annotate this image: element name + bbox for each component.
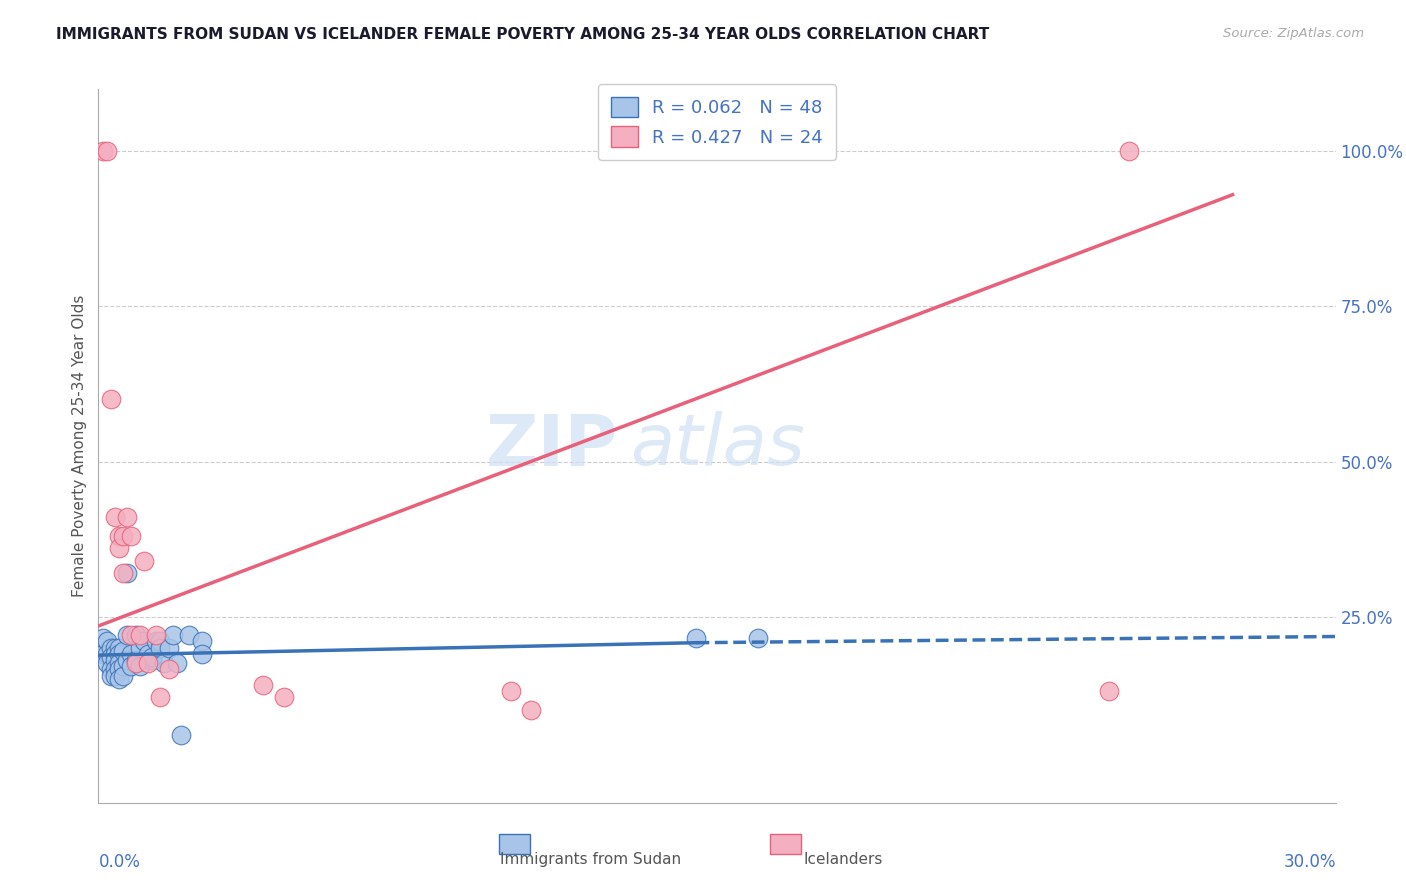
- Point: [145, 628, 167, 642]
- Point: [128, 640, 150, 655]
- Point: [100, 392, 122, 407]
- Point: [499, 684, 522, 698]
- Point: [100, 640, 122, 655]
- Point: [149, 690, 172, 705]
- Point: [685, 632, 707, 646]
- Point: [141, 653, 163, 667]
- Point: [179, 628, 201, 642]
- Point: [104, 668, 127, 682]
- Point: [100, 662, 122, 676]
- Point: [132, 634, 155, 648]
- Point: [136, 656, 159, 670]
- Point: [747, 632, 769, 646]
- Point: [120, 628, 142, 642]
- Point: [117, 510, 139, 524]
- Text: ZIP: ZIP: [486, 411, 619, 481]
- Text: 30.0%: 30.0%: [1284, 853, 1336, 871]
- Point: [128, 628, 150, 642]
- Point: [112, 566, 135, 581]
- Point: [108, 640, 131, 655]
- Point: [112, 529, 135, 543]
- Point: [104, 640, 127, 655]
- Point: [128, 659, 150, 673]
- Point: [1118, 145, 1140, 159]
- Point: [149, 634, 172, 648]
- Point: [120, 659, 142, 673]
- Point: [124, 628, 146, 642]
- Point: [117, 653, 139, 667]
- Point: [104, 662, 127, 676]
- Text: 0.0%: 0.0%: [98, 853, 141, 871]
- Point: [91, 145, 114, 159]
- Point: [170, 727, 193, 741]
- Text: IMMIGRANTS FROM SUDAN VS ICELANDER FEMALE POVERTY AMONG 25-34 YEAR OLDS CORRELAT: IMMIGRANTS FROM SUDAN VS ICELANDER FEMAL…: [56, 27, 990, 42]
- Point: [117, 628, 139, 642]
- Point: [124, 656, 146, 670]
- Point: [112, 659, 135, 673]
- Legend: R = 0.062   N = 48, R = 0.427   N = 24: R = 0.062 N = 48, R = 0.427 N = 24: [599, 84, 835, 160]
- Point: [91, 632, 114, 646]
- Text: Source: ZipAtlas.com: Source: ZipAtlas.com: [1223, 27, 1364, 40]
- Point: [108, 656, 131, 670]
- Point: [273, 690, 295, 705]
- Point: [104, 647, 127, 661]
- Point: [96, 634, 118, 648]
- Point: [108, 672, 131, 686]
- Point: [120, 647, 142, 661]
- Point: [157, 662, 180, 676]
- Point: [96, 145, 118, 159]
- Point: [132, 554, 155, 568]
- Point: [145, 634, 167, 648]
- Point: [520, 703, 543, 717]
- Point: [141, 650, 163, 665]
- Point: [117, 566, 139, 581]
- Point: [166, 656, 188, 670]
- Text: Icelanders: Icelanders: [804, 852, 883, 867]
- Point: [190, 647, 212, 661]
- Point: [190, 634, 212, 648]
- Point: [149, 640, 172, 655]
- Point: [100, 668, 122, 682]
- Point: [153, 656, 176, 670]
- Point: [157, 640, 180, 655]
- Point: [112, 668, 135, 682]
- Point: [108, 529, 131, 543]
- Point: [252, 678, 274, 692]
- Point: [91, 647, 114, 661]
- Text: atlas: atlas: [630, 411, 806, 481]
- Point: [124, 653, 146, 667]
- Point: [108, 662, 131, 676]
- Point: [112, 644, 135, 658]
- Point: [136, 647, 159, 661]
- Point: [120, 529, 142, 543]
- Point: [104, 510, 127, 524]
- Point: [96, 647, 118, 661]
- Point: [162, 628, 184, 642]
- Point: [108, 647, 131, 661]
- Point: [108, 541, 131, 556]
- Point: [1098, 684, 1121, 698]
- Point: [96, 656, 118, 670]
- Point: [104, 653, 127, 667]
- Text: Immigrants from Sudan: Immigrants from Sudan: [501, 852, 681, 867]
- Point: [100, 650, 122, 665]
- Y-axis label: Female Poverty Among 25-34 Year Olds: Female Poverty Among 25-34 Year Olds: [72, 295, 87, 597]
